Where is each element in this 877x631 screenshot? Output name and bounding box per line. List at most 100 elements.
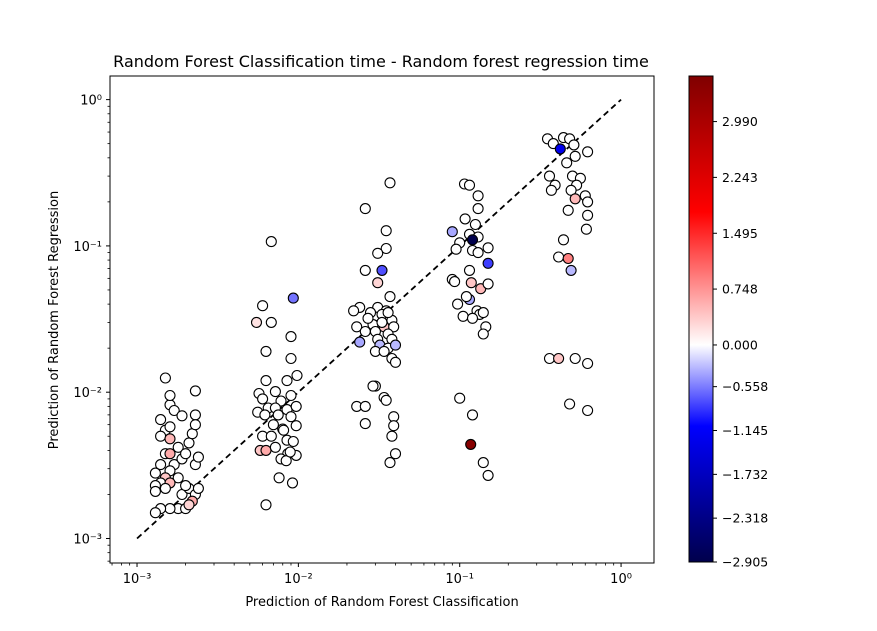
x-tick-label: 10⁻³ [123, 572, 152, 587]
scatter-point [359, 203, 371, 215]
scatter-point [180, 480, 192, 492]
plot-area [109, 75, 655, 564]
scatter-point [477, 457, 489, 469]
scatter-point [569, 193, 581, 205]
points-layer [149, 132, 594, 519]
scatter-point [543, 352, 556, 365]
scatter-point [269, 441, 281, 453]
scatter-point [287, 292, 299, 304]
scatter-point [272, 409, 284, 421]
scatter-point [164, 389, 176, 402]
scatter-point [384, 177, 396, 189]
scatter-point [267, 419, 279, 431]
scatter-point [457, 310, 469, 322]
scatter-point [389, 356, 402, 368]
scatter-point [284, 446, 296, 458]
scatter-point [164, 433, 176, 445]
scatter-point [155, 430, 167, 442]
y-tick-label: 10⁰ [80, 94, 102, 109]
scatter-point [359, 400, 371, 412]
scatter-point [388, 420, 400, 432]
scatter-point [189, 419, 201, 431]
x-tick-label: 10⁰ [610, 572, 632, 587]
reference-diagonal-line [136, 98, 622, 540]
scatter-point [466, 312, 479, 324]
scatter-point [265, 430, 277, 442]
scatter-point [164, 421, 176, 433]
scatter-point [543, 170, 556, 182]
scatter-point [285, 352, 297, 365]
y-tick-label: 10⁻¹ [73, 240, 102, 255]
scatter-point [257, 300, 269, 312]
scatter-point [367, 380, 379, 392]
scatter-point [281, 375, 293, 387]
scatter-point [168, 404, 180, 417]
colorbar-gradient [688, 75, 714, 563]
scatter-point [376, 264, 388, 276]
scatter-point [482, 278, 494, 290]
chart-title: Random Forest Classification time - Rand… [113, 52, 649, 71]
scatter-point [562, 204, 574, 216]
scatter-point [568, 139, 580, 151]
scatter-point [159, 372, 171, 384]
scatter-point [192, 451, 204, 463]
colorbar-tick-label: −0.558 [722, 379, 768, 394]
scatter-point [386, 430, 398, 442]
scatter-point [172, 441, 184, 453]
scatter-point [291, 369, 303, 382]
scatter-point [380, 242, 392, 255]
y-tick-label: 10⁻² [73, 386, 102, 401]
scatter-point [561, 157, 573, 169]
scatter-point [260, 499, 272, 511]
colorbar-tick-label: 1.495 [722, 226, 758, 241]
scatter-point [273, 472, 285, 484]
scatter-point [452, 298, 464, 310]
scatter-point [562, 252, 574, 265]
scatter-point [557, 234, 570, 246]
scatter-point [450, 243, 462, 255]
scatter-point [463, 179, 476, 191]
scatter-point [362, 312, 374, 324]
scatter-point [257, 393, 269, 405]
scatter-point [472, 190, 484, 202]
scatter-point [269, 386, 281, 398]
scatter-point [449, 276, 461, 288]
scatter-point [159, 482, 171, 494]
scatter-point [472, 247, 484, 259]
scatter-point [149, 507, 161, 519]
scatter-point [380, 225, 392, 237]
scatter-point [477, 328, 489, 340]
scatter-point [149, 485, 161, 497]
y-tick-label: 10⁻³ [73, 532, 102, 547]
scatter-point [582, 146, 594, 158]
x-axis-label: Prediction of Random Forest Classificati… [245, 595, 518, 610]
scatter-point [180, 448, 192, 460]
plot-border [109, 75, 655, 564]
colorbar: −2.905 −2.318 −1.732 −1.145 −0.558 0.000 0.748… [688, 75, 768, 570]
scatter-point [260, 375, 272, 387]
scatter-point [454, 392, 466, 404]
scatter-point [359, 418, 371, 430]
scatter-point [260, 345, 272, 357]
scatter-point [482, 469, 494, 481]
scatter-point [565, 264, 577, 276]
scatter-point [372, 247, 384, 259]
scatter-point [278, 424, 290, 436]
scatter-point [176, 410, 188, 422]
scatter-point [285, 389, 297, 402]
x-tick-label: 10⁻² [284, 572, 313, 587]
scatter-point [446, 226, 458, 238]
scatter-point [554, 143, 566, 155]
scatter-point [466, 409, 479, 421]
scatter-point [465, 277, 477, 289]
scatter-point [285, 331, 297, 343]
scatter-point [469, 218, 481, 231]
scatter-point [389, 448, 402, 460]
scatter-point [259, 409, 271, 421]
scatter-point [388, 321, 400, 333]
scatter-point [155, 459, 167, 471]
scatter-point [582, 209, 594, 221]
scatter-point [580, 223, 592, 235]
scatter-point [460, 291, 472, 303]
